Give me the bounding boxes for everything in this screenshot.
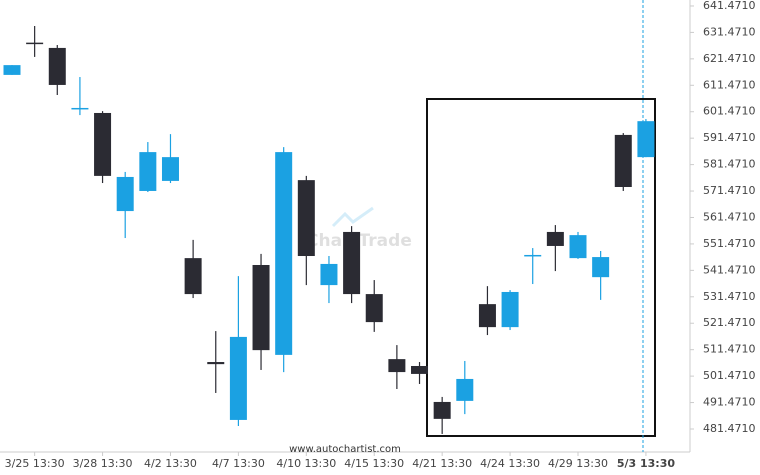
x-tick-label: 4/21 13:30 [412,457,472,470]
candle-body [388,359,406,373]
y-tick-label: 501.4710 [703,369,756,382]
y-tick-label: 641.4710 [703,0,756,12]
candle-body [592,257,610,278]
y-tick-label: 561.4710 [703,210,756,223]
candle-body [343,231,361,295]
candle-body [456,378,474,401]
candle-body [320,263,338,286]
y-tick-label: 591.4710 [703,131,756,144]
y-tick-label: 571.4710 [703,184,756,197]
source-text: www.autochartist.com [289,444,401,455]
candle-body [569,235,587,259]
candle-body [184,258,202,295]
x-tick-label: 4/10 13:30 [276,457,336,470]
y-tick-label: 531.4710 [703,290,756,303]
candle-body [48,47,66,85]
y-tick-label: 551.4710 [703,237,756,250]
x-tick-label: 3/25 13:30 [5,457,65,470]
candle-body [229,336,247,420]
candle-body [252,264,270,351]
candle-body [26,42,44,45]
candle-body [161,157,179,181]
y-tick-label: 601.4710 [703,105,756,118]
x-tick-label: 5/3 13:30 [617,457,676,470]
x-tick-label: 3/28 13:30 [73,457,133,470]
candle-body [207,362,225,365]
candle-body [411,365,429,374]
y-tick-label: 491.4710 [703,396,756,409]
candle-body [116,176,134,212]
y-tick-label: 581.4710 [703,158,756,171]
candle-body [501,291,519,328]
candle-body [637,121,655,158]
x-tick-label: 4/2 13:30 [144,457,197,470]
y-tick-label: 541.4710 [703,263,756,276]
candle-body [3,65,21,75]
candle-body [478,304,496,328]
candle-body [524,254,542,257]
candle-body [365,294,383,323]
x-tick-label: 4/7 13:30 [212,457,265,470]
y-tick-label: 631.4710 [703,25,756,38]
y-tick-label: 611.4710 [703,78,756,91]
candle-body [546,231,564,246]
y-tick-label: 481.4710 [703,422,756,435]
y-tick-label: 521.4710 [703,316,756,329]
candle-body [71,107,89,110]
x-tick-label: 4/24 13:30 [480,457,540,470]
candle-body [139,152,157,191]
candle-body [275,152,293,355]
pattern-box [426,98,656,437]
candle-body [297,180,315,257]
x-tick-label: 4/29 13:30 [548,457,608,470]
candle-body [614,134,632,188]
y-tick-label: 511.4710 [703,343,756,356]
candle-body [433,401,451,419]
x-tick-label: 4/15 13:30 [344,457,404,470]
y-tick-label: 621.4710 [703,52,756,65]
candle-body [94,112,112,176]
watermark-icon [331,206,374,228]
